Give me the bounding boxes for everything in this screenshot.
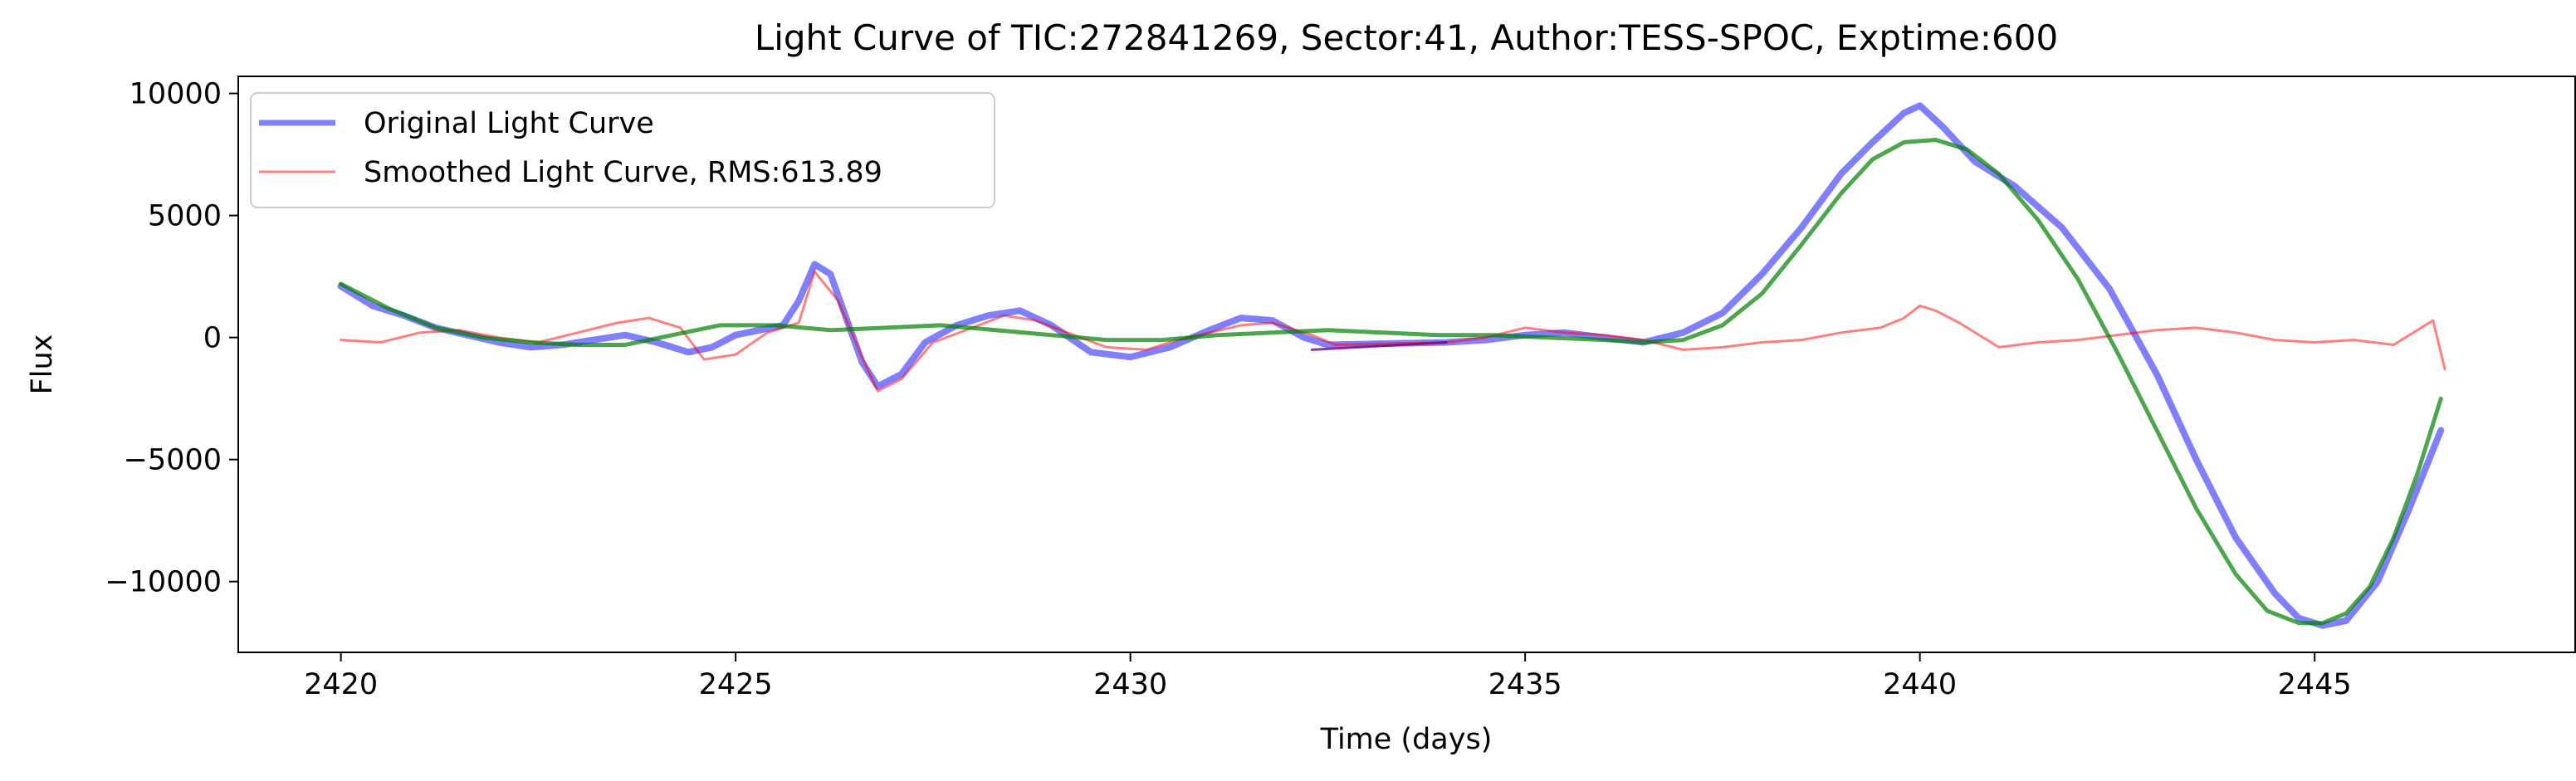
- legend-label-smoothed: Smoothed Light Curve, RMS:613.89: [364, 156, 882, 189]
- legend-box: [250, 92, 995, 208]
- x-tick-label: 2440: [1883, 668, 1957, 701]
- y-tick-label: 10000: [130, 78, 222, 111]
- y-tick-label: 0: [203, 322, 222, 355]
- plot-frame: [237, 76, 2576, 653]
- x-tick-label: 2425: [699, 668, 773, 701]
- y-axis: 10000 5000 0 −5000 −10000: [105, 78, 238, 599]
- series-original-light-curve: [337, 102, 2445, 629]
- x-tick-label: 2430: [1093, 668, 1167, 701]
- x-axis-label: Time (days): [1320, 723, 1493, 756]
- x-axis: 2420 2425 2430 2435 2440 2445: [304, 652, 2352, 701]
- series-gap-connector: [1310, 341, 1448, 351]
- plot-area: [337, 102, 2446, 629]
- x-tick-label: 2445: [2278, 668, 2352, 701]
- legend-label-original: Original Light Curve: [364, 107, 654, 140]
- y-tick-label: −5000: [124, 444, 222, 477]
- chart-title: Light Curve of TIC:272841269, Sector:41,…: [755, 17, 2058, 58]
- x-tick-label: 2420: [304, 668, 378, 701]
- y-axis-label: Flux: [26, 334, 59, 395]
- series-fit-curve: [339, 138, 2443, 626]
- y-tick-label: −10000: [105, 566, 222, 599]
- y-tick-label: 5000: [148, 200, 222, 233]
- x-tick-label: 2435: [1488, 668, 1562, 701]
- legend: Original Light Curve Smoothed Light Curv…: [250, 92, 995, 208]
